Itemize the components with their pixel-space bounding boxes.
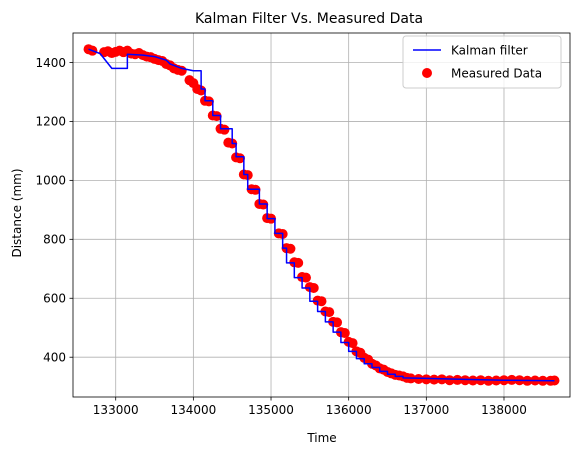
y-tick-label: 800 [43, 233, 66, 247]
x-tick-label: 134000 [170, 403, 216, 417]
y-tick-label: 1200 [35, 115, 66, 129]
y-tick-label: 600 [43, 292, 66, 306]
measured-data-point [324, 307, 335, 318]
measured-data-point [234, 153, 245, 164]
measured-data-point [300, 272, 311, 283]
y-tick-label: 400 [43, 351, 66, 365]
measured-data-point [293, 257, 304, 268]
x-tick-label: 138000 [481, 403, 527, 417]
x-axis-label: Time [306, 431, 336, 445]
measured-data-point [219, 124, 230, 135]
measured-data-point [347, 338, 358, 349]
plot-area [73, 33, 570, 397]
kalman-filter-line [88, 48, 555, 382]
x-tick-label: 136000 [326, 403, 372, 417]
measured-data-point [467, 375, 478, 386]
series-layer [83, 44, 560, 386]
measured-data-point [413, 374, 424, 385]
measured-data-point [444, 375, 455, 386]
y-tick-label: 1000 [35, 174, 66, 188]
legend-measured-marker [422, 68, 432, 78]
measured-data-series [83, 44, 560, 386]
measured-data-point [483, 375, 494, 386]
ticks: 133000 134000 135000 136000 137000 138000 400 6… [35, 56, 526, 417]
measured-data-point [285, 243, 296, 254]
legend-measured-label: Measured Data [451, 67, 542, 81]
x-tick-label: 135000 [248, 403, 294, 417]
legend-kalman-label: Kalman filter [451, 44, 528, 58]
chart-title: Kalman Filter Vs. Measured Data [195, 11, 423, 27]
measured-data-point [421, 374, 432, 385]
measured-data-point [429, 374, 440, 385]
measured-data-point [308, 282, 319, 293]
y-tick-label: 1400 [35, 56, 66, 70]
measured-data-point [196, 85, 207, 96]
x-tick-label: 137000 [403, 403, 449, 417]
plot-frame [72, 32, 571, 398]
y-axis-label: Distance (mm) [10, 168, 24, 257]
legend-box [402, 35, 562, 89]
x-tick-label: 133000 [93, 403, 139, 417]
legend: Kalman filter Measured Data [402, 35, 562, 89]
measured-data-point [460, 375, 471, 386]
measured-data-point [316, 296, 327, 307]
measured-data-point [339, 328, 350, 339]
measured-data-point [452, 374, 463, 385]
measured-data-point [332, 317, 343, 328]
